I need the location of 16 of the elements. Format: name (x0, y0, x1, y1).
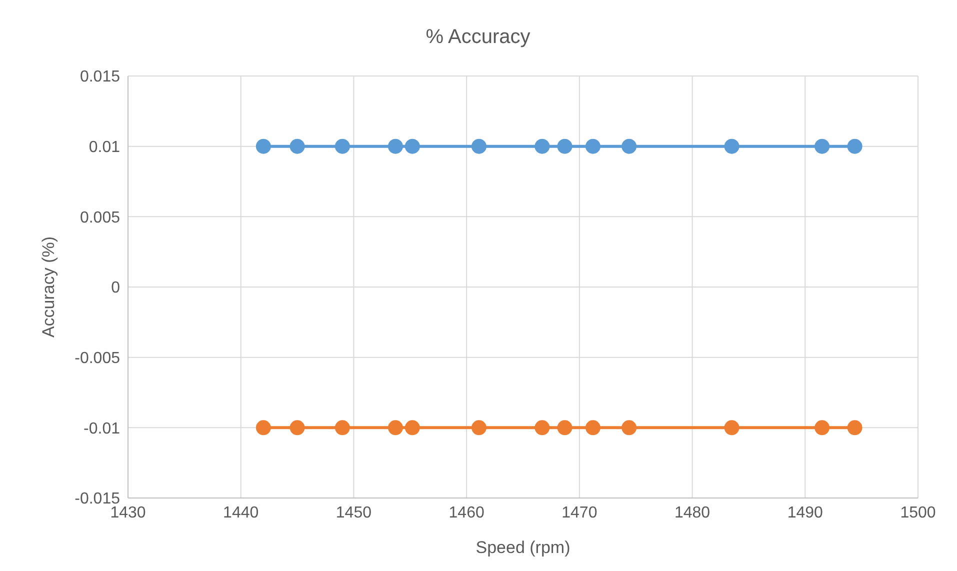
x-tick-label: 1440 (223, 504, 259, 522)
x-tick-label: 1490 (787, 504, 824, 522)
y-tick-label: -0.01 (84, 420, 120, 438)
x-tick-label: 1480 (674, 504, 710, 522)
y-tick-label: 0.005 (80, 209, 120, 226)
x-tick-label: 1500 (900, 504, 936, 522)
y-tick-label: 0.01 (88, 139, 120, 156)
x-tick-label: 1450 (336, 504, 372, 522)
x-axis-title: Speed (rpm) (476, 538, 570, 557)
y-tick-label: 0 (111, 280, 120, 297)
y-tick-label: -0.005 (74, 350, 120, 368)
x-tick-label: 1460 (448, 504, 484, 522)
x-tick-label: 1470 (562, 504, 598, 522)
chart-title: % Accuracy (424, 25, 532, 50)
y-axis-title: Accuracy (%) (39, 236, 58, 338)
y-tick-label: 0.015 (80, 68, 120, 86)
